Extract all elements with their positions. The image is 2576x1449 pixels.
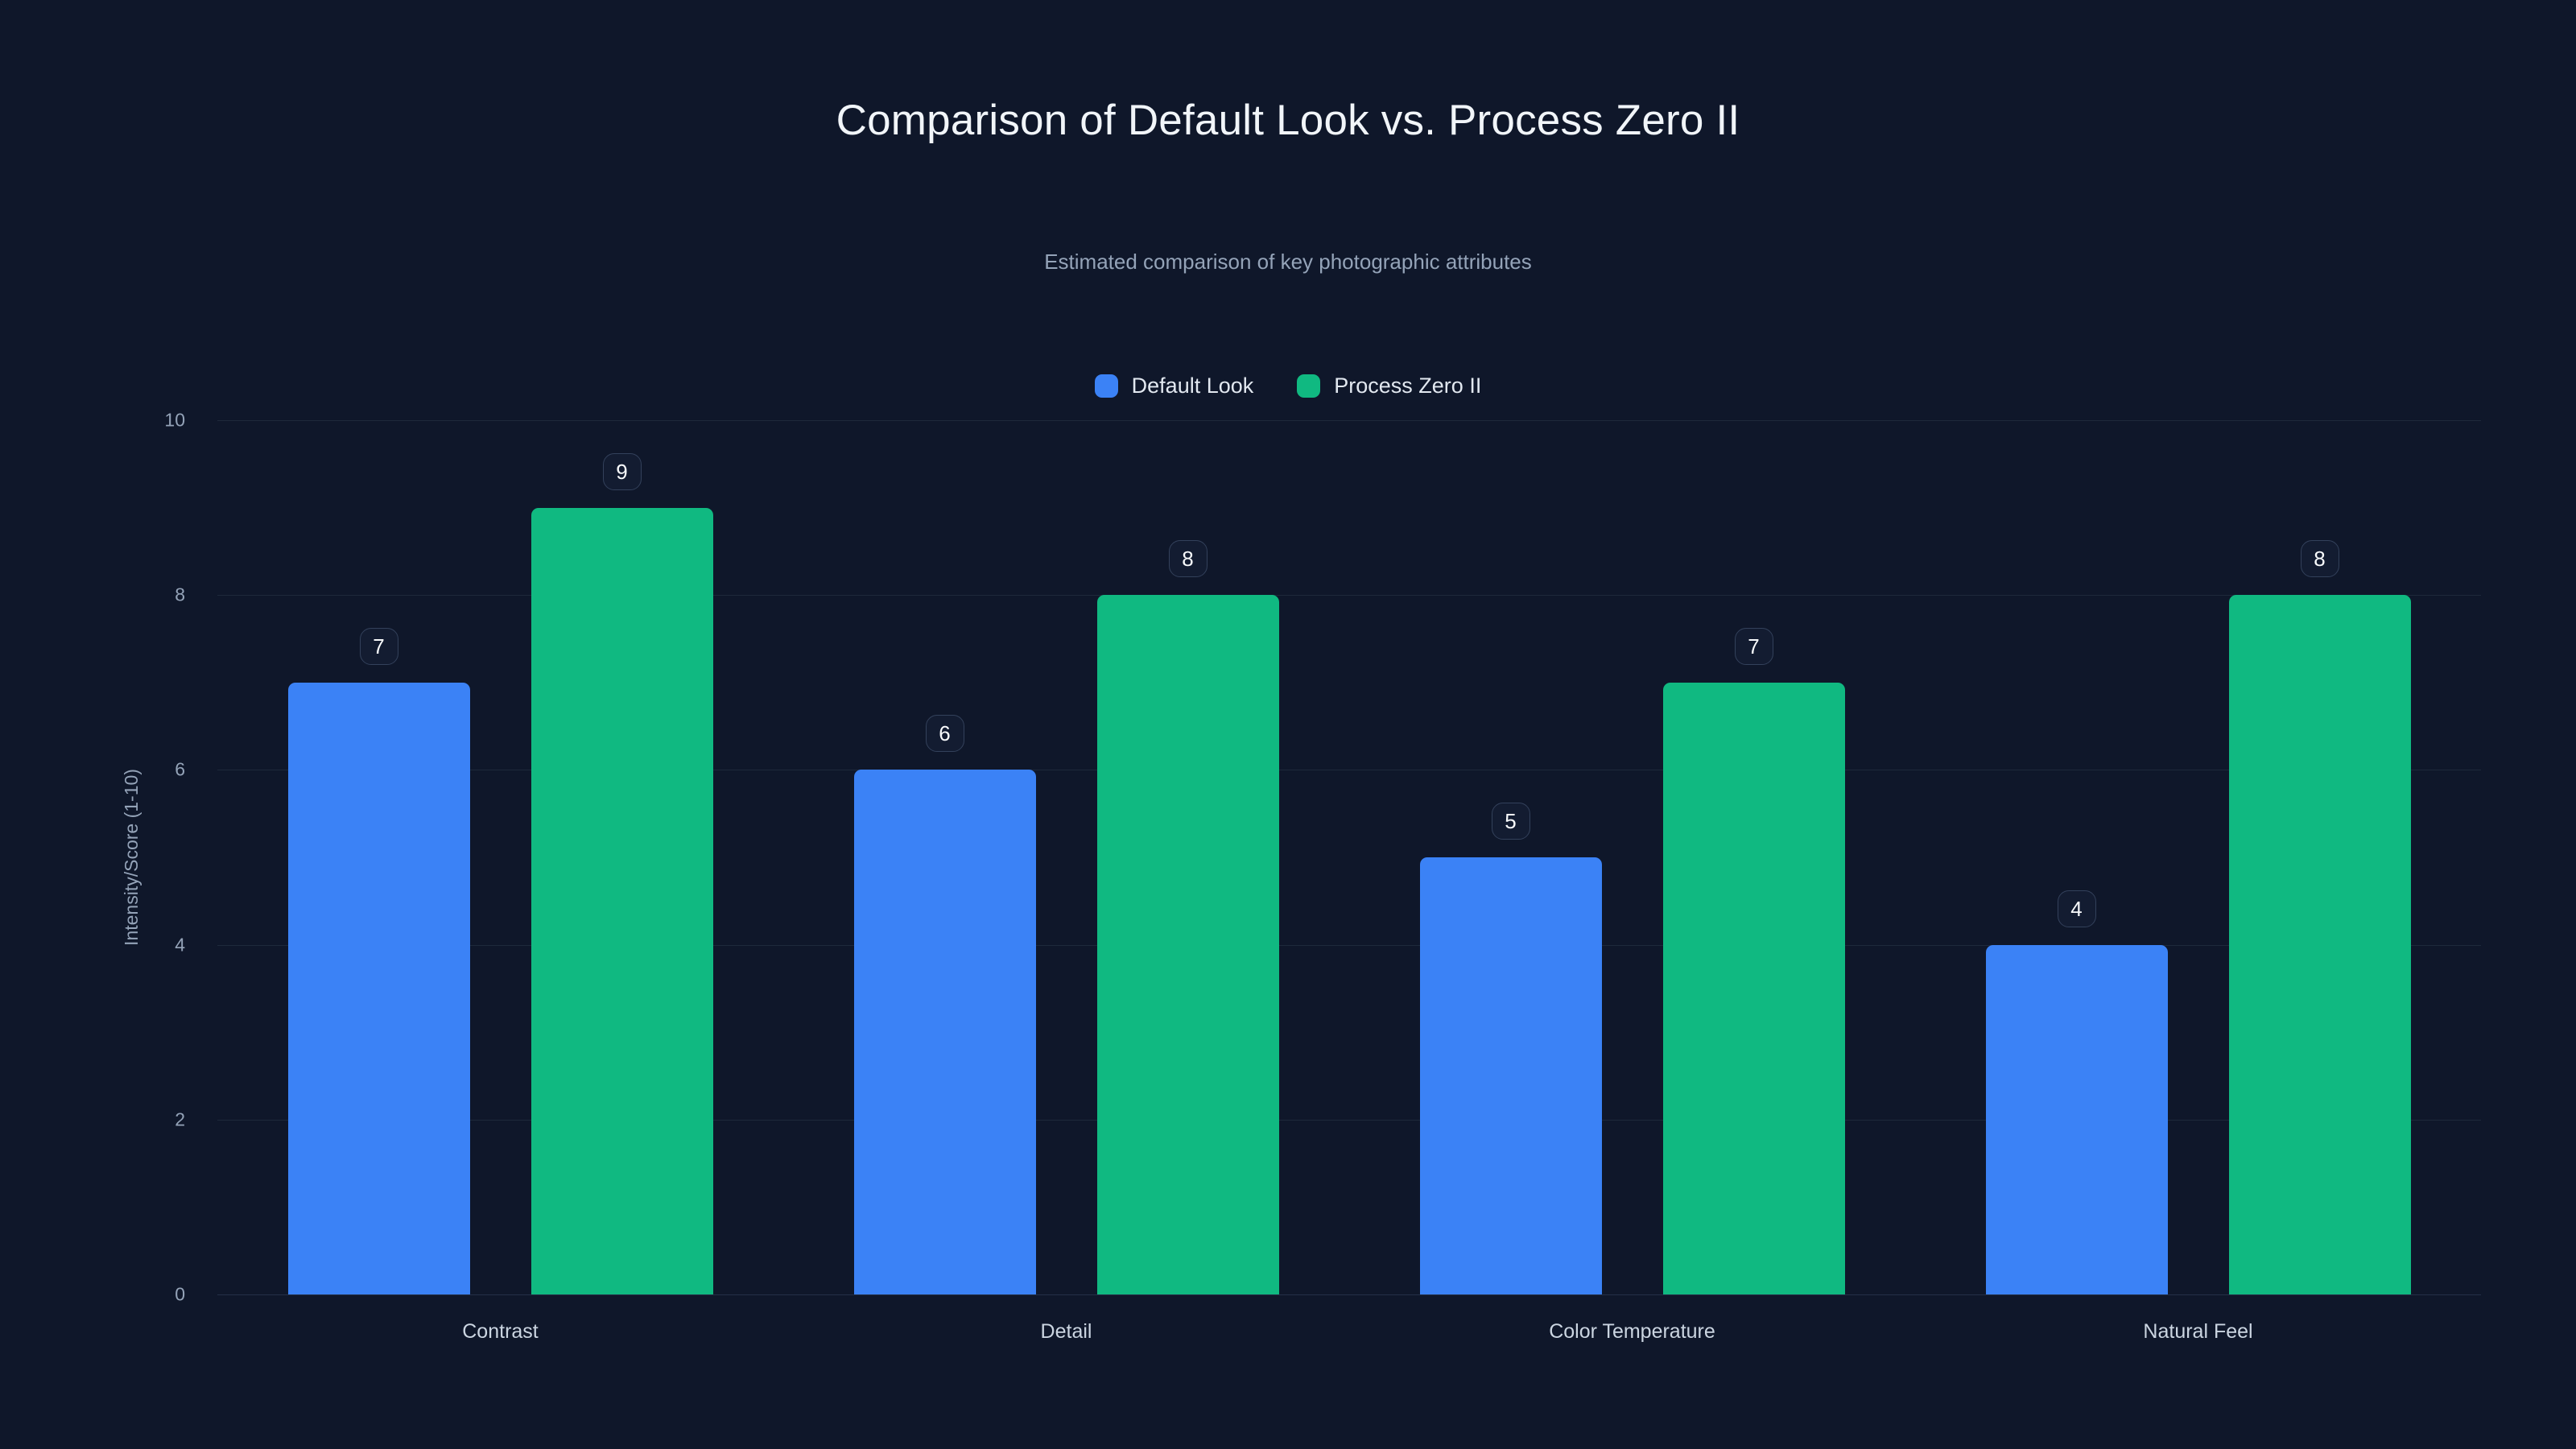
- chart-subtitle: Estimated comparison of key photographic…: [1044, 250, 1532, 274]
- bar-0-0[interactable]: [287, 682, 470, 1294]
- y-axis-tick-label: 4: [175, 934, 185, 956]
- data-label-badge: 6: [925, 715, 964, 753]
- x-axis-category-label: Natural Feel: [2143, 1320, 2253, 1343]
- legend-swatch-icon: [1297, 374, 1321, 398]
- bar-1-1[interactable]: [1096, 595, 1279, 1294]
- data-label-badge: 8: [2300, 540, 2339, 578]
- bar-0-3[interactable]: [1985, 944, 2168, 1294]
- page-title: Comparison of Default Look vs. Process Z…: [836, 97, 1740, 144]
- y-axis-title-wrapper: Intensity/Score (1-10): [121, 420, 150, 1294]
- y-axis-tick-label: 0: [175, 1283, 185, 1305]
- x-axis-category-label: Contrast: [462, 1320, 539, 1343]
- chart-legend: Default Look Process Zero II: [0, 374, 2576, 398]
- y-axis-tick-label: 10: [164, 409, 185, 431]
- legend-swatch-icon: [1094, 374, 1118, 398]
- data-label-badge: 5: [1491, 803, 1530, 840]
- plot-area: 7 9 6 8 5 7 4 8: [217, 420, 2481, 1295]
- bar-1-3[interactable]: [2228, 595, 2411, 1294]
- y-axis-tick-label: 2: [175, 1108, 185, 1130]
- bar-0-2[interactable]: [1419, 857, 1602, 1294]
- y-axis-tick-label: 8: [175, 584, 185, 605]
- data-label-badge: 4: [2057, 890, 2096, 927]
- legend-item-0[interactable]: Default Look: [1094, 374, 1254, 398]
- bar-1-2[interactable]: [1662, 682, 1845, 1294]
- gridline-y-0: [217, 1294, 2481, 1295]
- bar-0-1[interactable]: [853, 770, 1036, 1294]
- bar-1-0[interactable]: [530, 507, 713, 1294]
- gridline-y-4: [217, 944, 2481, 946]
- x-axis-category-label: Color Temperature: [1549, 1320, 1715, 1343]
- legend-item-label: Process Zero II: [1334, 374, 1482, 398]
- y-axis-tick-label: 6: [175, 758, 185, 780]
- gridline-y-8: [217, 595, 2481, 597]
- y-axis-title: Intensity/Score (1-10): [121, 769, 142, 946]
- data-label-badge: 8: [1168, 540, 1208, 578]
- data-label-badge: 7: [359, 627, 398, 665]
- data-label-badge: 9: [602, 452, 642, 490]
- gridline-y-10: [217, 420, 2481, 421]
- x-axis-category-labels: Contrast Detail Color Temperature Natural F…: [217, 1320, 2481, 1352]
- gridline-y-2: [217, 1119, 2481, 1121]
- legend-item-label: Default Look: [1131, 374, 1254, 398]
- data-label-badge: 7: [1734, 627, 1773, 665]
- legend-item-1[interactable]: Process Zero II: [1297, 374, 1481, 398]
- y-axis-tick-labels: 0 2 4 6 8 10: [0, 410, 203, 1305]
- x-axis-category-label: Detail: [1040, 1320, 1092, 1343]
